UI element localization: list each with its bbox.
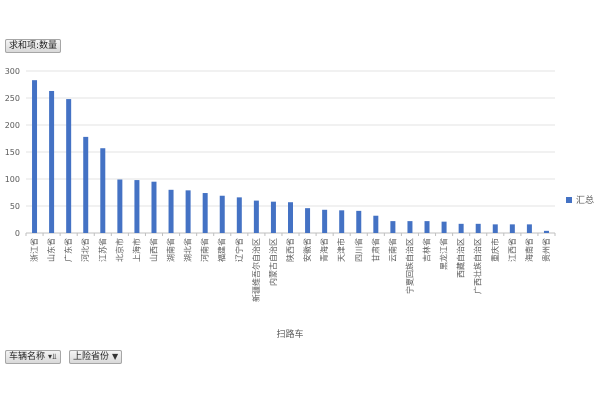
y-tick-label: 50: [10, 202, 20, 211]
y-tick-label: 250: [5, 94, 20, 103]
x-tick-label: 浙江省: [29, 238, 39, 262]
bar: [202, 193, 208, 233]
bar: [66, 99, 72, 233]
bars: [32, 80, 549, 234]
bar: [424, 221, 430, 233]
x-tick-label: 青海省: [319, 238, 329, 262]
x-tick-label: 辽宁省: [234, 238, 244, 262]
y-axis: 0 50 100 150 200 250 300: [5, 67, 20, 238]
x-tick-label: 江西省: [507, 238, 517, 262]
x-tick-label: 湖南省: [166, 238, 176, 262]
bar: [390, 221, 396, 233]
bar: [134, 180, 140, 233]
bar: [407, 221, 413, 233]
x-tick-label: 新疆维吾尔自治区: [251, 238, 261, 302]
bar: [526, 224, 532, 233]
vehicle-name-field-label: 车辆名称: [9, 352, 46, 362]
x-tick-label: 四川省: [353, 238, 363, 262]
x-tick-label: 上海市: [131, 238, 141, 262]
x-tick-label: 重庆市: [490, 238, 500, 262]
x-tick-label: 宁夏回族自治区: [404, 238, 414, 294]
bar: [168, 189, 174, 233]
x-tick-label: 海南省: [524, 238, 534, 262]
bar: [117, 179, 123, 233]
bar: [32, 80, 38, 234]
bar: [185, 190, 191, 233]
gridlines: [26, 70, 555, 234]
bar: [288, 202, 293, 233]
bar: [441, 221, 447, 233]
bar: [151, 181, 157, 233]
x-tick-label: 河南省: [200, 238, 210, 262]
bar: [492, 224, 498, 233]
values-field-button[interactable]: 求和项:数量: [5, 39, 62, 53]
y-tick-label: 300: [5, 67, 20, 76]
x-axis-title: 扫路车: [276, 328, 303, 340]
x-tick-label: 贵州省: [541, 238, 551, 262]
dropdown-arrow-icon[interactable]: ▼: [112, 352, 119, 361]
bar: [100, 148, 106, 233]
vehicle-name-field-button[interactable]: 车辆名称 ▾⫫: [5, 350, 61, 364]
bar: [356, 210, 362, 233]
x-tick-label: 北京市: [114, 238, 124, 262]
x-tick-label: 福建省: [217, 238, 227, 262]
x-tick-label: 山西省: [148, 238, 158, 262]
bar: [219, 195, 225, 233]
bar: [49, 90, 55, 233]
bar: [253, 200, 259, 233]
x-tick-label: 云南省: [387, 238, 397, 262]
x-axis: 浙江省 山东省 广东省 河北省 江苏省 北京市 上海市 山西省 湖南省 湖北省 河南省 福建省 辽宁省新…: [25, 233, 556, 302]
filter-icon[interactable]: ▾⫫: [48, 352, 57, 361]
x-tick-label: 广东省: [63, 238, 73, 262]
y-tick-label: 0: [15, 229, 20, 238]
bar: [458, 223, 464, 233]
bar: [83, 136, 89, 233]
x-tick-label: 安徽省: [302, 238, 312, 262]
x-tick-label: 山东省: [46, 238, 56, 262]
bar: [373, 215, 379, 233]
legend-label: 汇总: [576, 196, 595, 206]
bar: [475, 223, 481, 233]
x-tick-label: 江苏省: [97, 238, 107, 262]
bar: [236, 197, 242, 233]
province-field-button[interactable]: 上险省份 ▼: [69, 350, 123, 364]
x-tick-label: 内蒙古自治区: [268, 238, 278, 286]
x-tick-label: 广西壮族自治区: [473, 238, 483, 294]
x-tick-label: 河北省: [80, 238, 90, 262]
y-tick-label: 150: [5, 148, 20, 157]
x-tick-label: 湖北省: [183, 238, 193, 262]
x-tick-label: 吉林省: [422, 238, 432, 262]
x-tick-label: 陕西省: [285, 238, 295, 262]
y-tick-label: 200: [5, 121, 20, 130]
legend-swatch: [566, 196, 572, 203]
legend: 汇总: [566, 193, 594, 206]
x-tick-label: 甘肃省: [370, 238, 380, 262]
bar: [270, 201, 276, 233]
bar: [543, 230, 549, 233]
y-tick-label: 100: [5, 175, 20, 184]
bar: [322, 209, 328, 233]
x-tick-label: 天津市: [336, 238, 346, 262]
province-field-label: 上险省份: [73, 352, 110, 362]
x-tick-label: 黑龙江省: [439, 238, 449, 270]
bar: [509, 224, 515, 233]
bar: [339, 210, 345, 233]
bar: [305, 208, 311, 233]
x-tick-label: 西藏自治区: [456, 238, 466, 278]
values-field-label: 求和项:数量: [9, 41, 58, 51]
